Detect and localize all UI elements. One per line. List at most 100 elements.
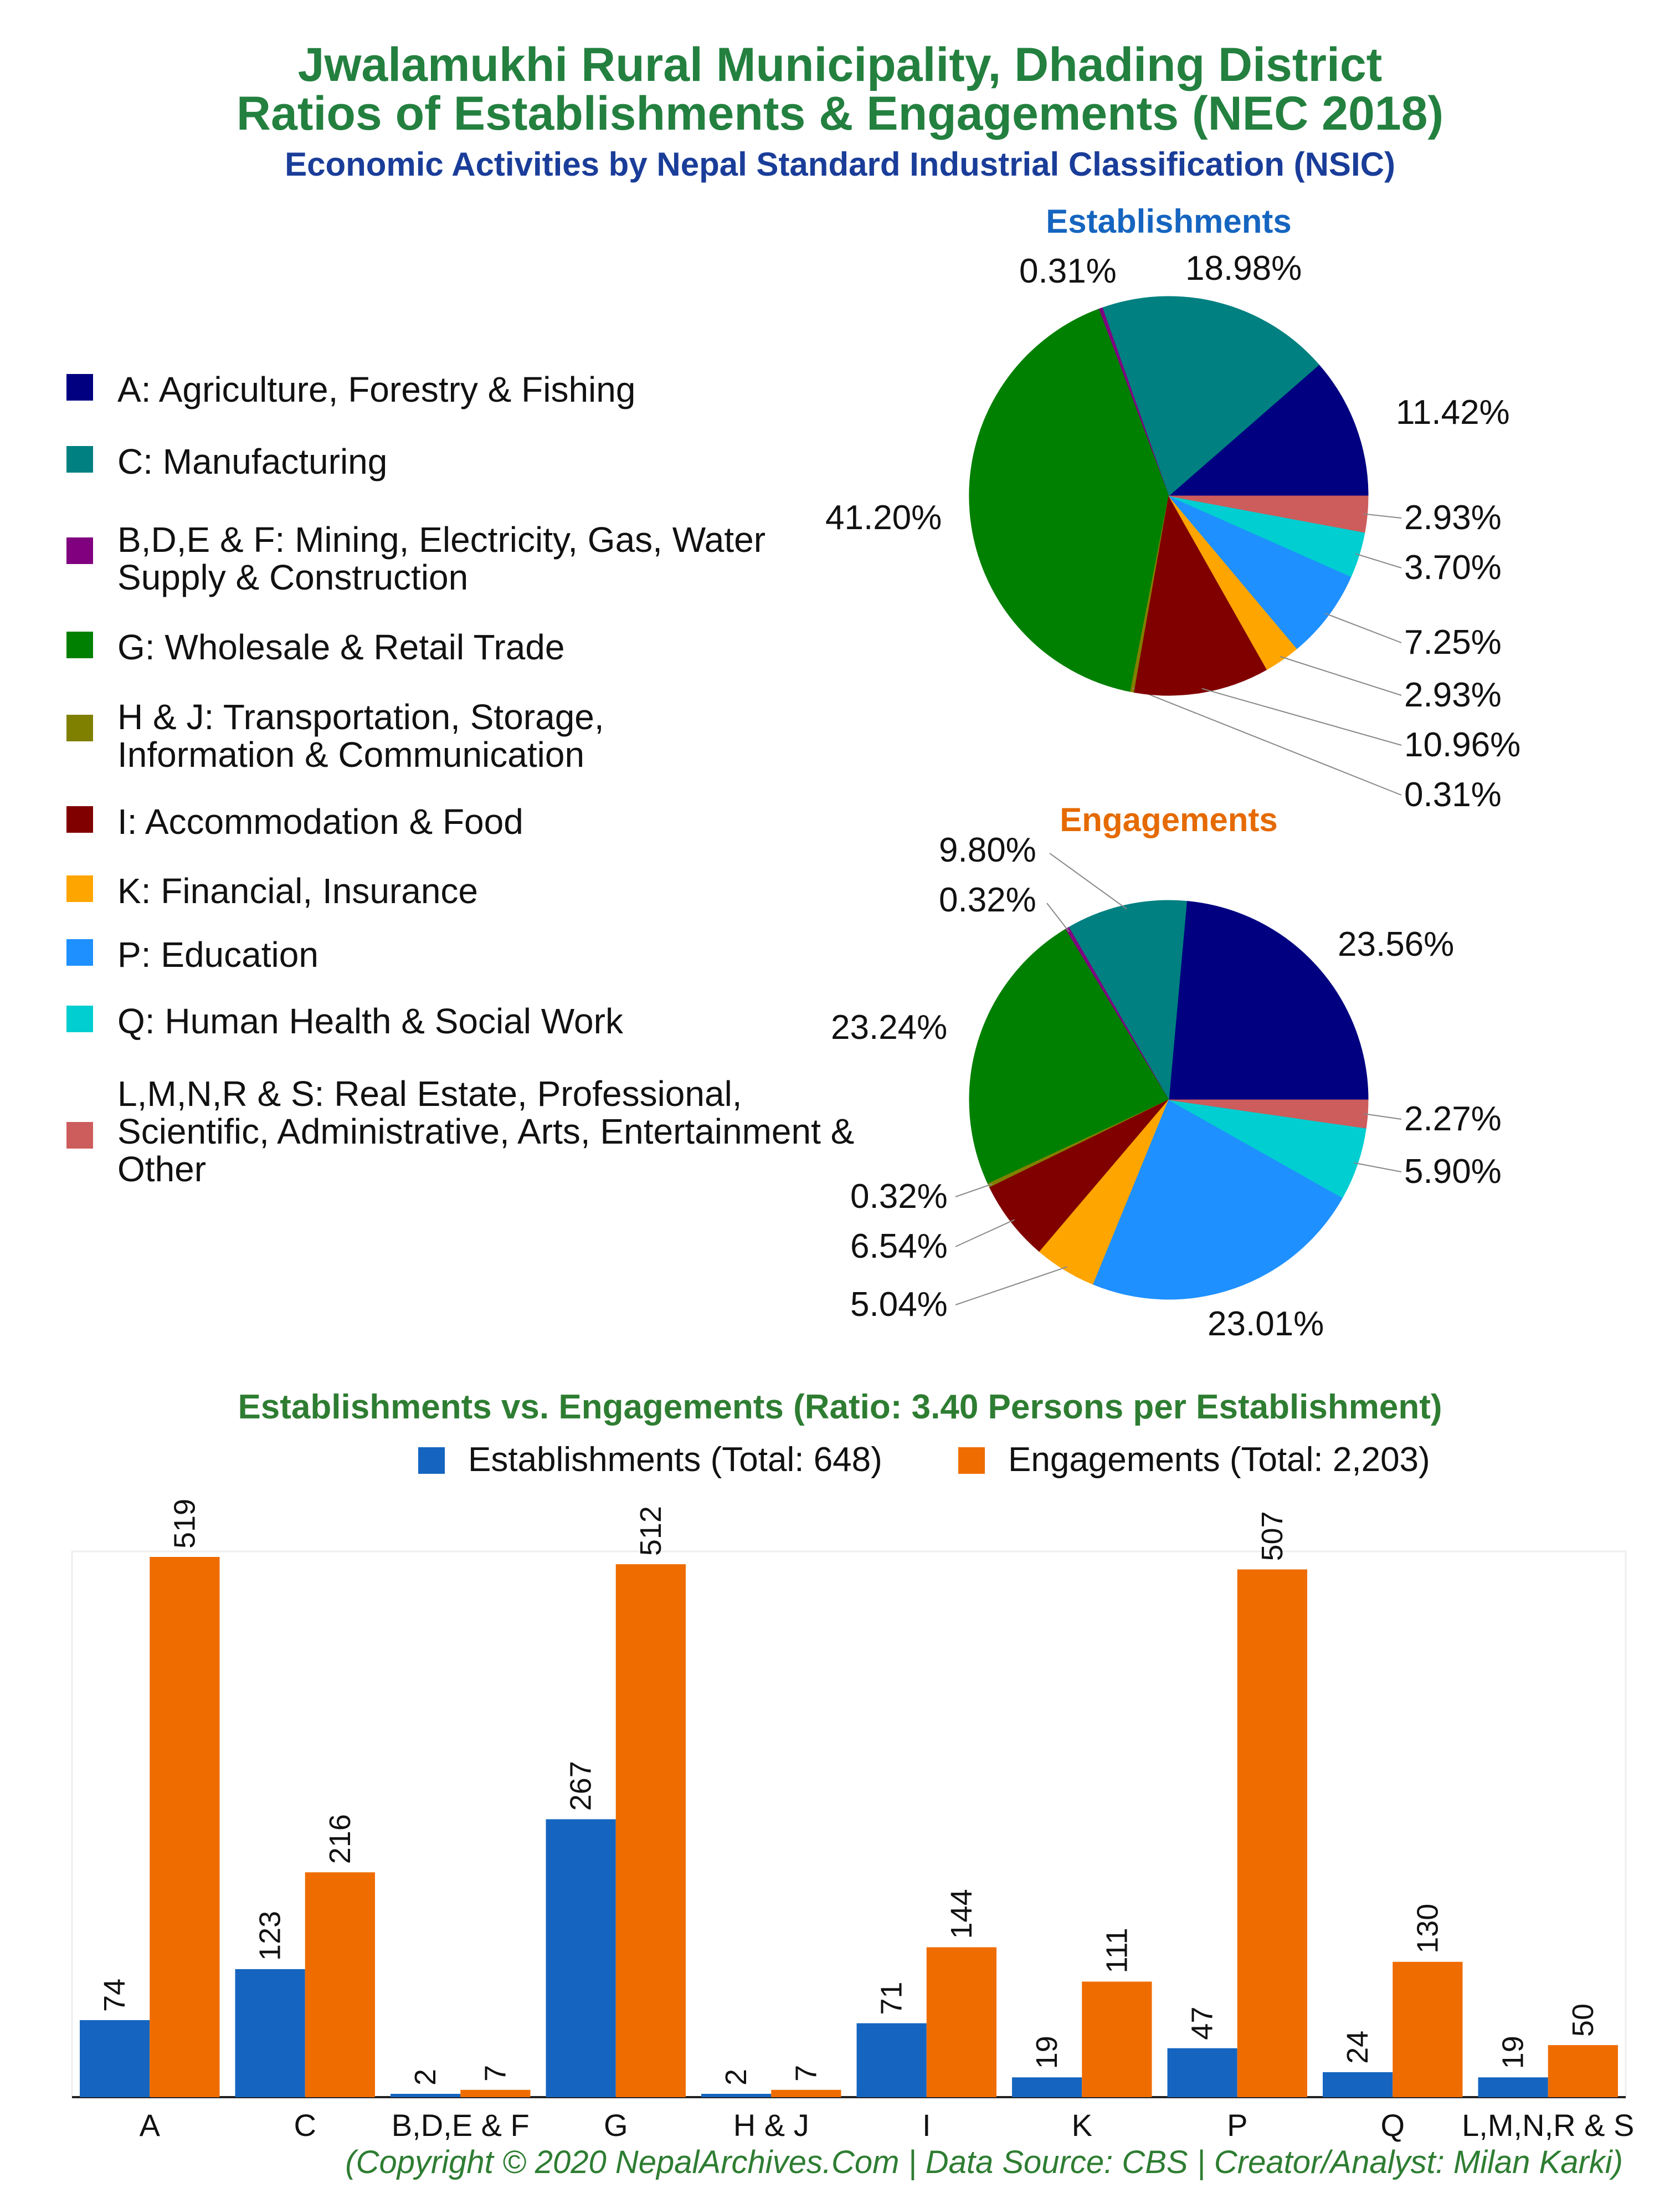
establishments-label-a: 11.42%	[1396, 393, 1510, 432]
bar-value-establishments-k: 19	[1030, 2036, 1064, 2069]
bar-establishments-i	[856, 2023, 927, 2097]
bar-value-establishments-g: 267	[564, 1761, 598, 1811]
legend-label-k: K: Financial, Insurance	[117, 871, 478, 911]
establishments-slice-i	[1134, 495, 1267, 696]
bar-establishments-b-d-e-f	[391, 2094, 461, 2097]
bar-establishments-q	[1323, 2072, 1393, 2097]
legend-swatch-k	[66, 875, 93, 902]
establishments-leader-l-m-n-r-s	[1363, 513, 1402, 519]
bar-establishments-p	[1167, 2048, 1237, 2097]
legend-label-bdef: B,D,E & F: Mining, Electricity, Gas, Wat…	[117, 520, 766, 597]
establishments-leader-h-j	[1133, 687, 1402, 796]
bar-engagements-l-m-n-r-s	[1548, 2045, 1618, 2097]
engagements-slice-i	[989, 1099, 1169, 1252]
bar-value-engagements-c: 216	[323, 1814, 357, 1864]
bar-value-engagements-h-j: 7	[789, 2065, 823, 2082]
bar-category-label-i: I	[922, 2108, 931, 2143]
bar-category-label-b-d-e-f: B,D,E & F	[392, 2108, 530, 2143]
establishments-slice-a	[1168, 364, 1369, 496]
bar-establishments-k	[1012, 2077, 1082, 2097]
bar-category-label-p: P	[1227, 2108, 1247, 2143]
bar-category-label-q: Q	[1380, 2108, 1405, 2143]
legend-swatch-c	[66, 446, 93, 473]
engagements-leader-q	[1353, 1162, 1402, 1172]
establishments-label-q: 3.70%	[1404, 549, 1502, 587]
bar-value-establishments-q: 24	[1341, 2031, 1374, 2064]
bar-chart: 74 519 A 123 216 C 2 7 B,D,E & F 267 512 G 2 7 H & J 71…	[71, 1499, 1634, 2143]
establishments-label-h-j: 0.31%	[1404, 776, 1502, 814]
engagements-label-a: 23.56%	[1338, 925, 1454, 964]
establishments-slice-c	[1102, 296, 1319, 496]
bar-value-engagements-g: 512	[634, 1506, 667, 1556]
establishments-leader-p	[1324, 613, 1402, 643]
engagements-label-g: 23.24%	[831, 1008, 947, 1047]
legend-label-a: A: Agriculture, Forestry & Fishing	[117, 370, 636, 409]
establishments-leader-k	[1280, 655, 1402, 696]
engagements-leader-h-j	[955, 1183, 993, 1197]
bar-value-engagements-k: 111	[1100, 1928, 1133, 1973]
bar-engagements-a	[150, 1557, 220, 2097]
legend-swatch-p	[66, 939, 93, 966]
bar-value-engagements-i: 144	[945, 1889, 978, 1939]
engagements-label-p: 23.01%	[1208, 1305, 1324, 1343]
engagements-leader-c	[1049, 853, 1127, 910]
bar-category-label-c: C	[294, 2108, 316, 2143]
bar-value-engagements-l-m-n-r-s: 50	[1566, 2004, 1600, 2037]
bar-value-establishments-l-m-n-r-s: 19	[1497, 2036, 1530, 2069]
chart-subtitle: Economic Activities by Nepal Standard In…	[285, 146, 1395, 183]
establishments-label-l-m-n-r-s: 2.93%	[1404, 499, 1502, 537]
bar-legend-swatch-establishments	[418, 1447, 445, 1474]
bar-category-label-g: G	[604, 2108, 628, 2143]
bar-value-engagements-a: 519	[168, 1499, 201, 1549]
legend-label-g: G: Wholesale & Retail Trade	[117, 627, 565, 667]
engagements-label-q: 5.90%	[1404, 1152, 1502, 1191]
bar-category-label-l-m-n-r-s: L,M,N,R & S	[1462, 2108, 1634, 2143]
bar-legend-label-engagements: Engagements (Total: 2,203)	[1008, 1441, 1430, 1479]
legend-swatch-bdef	[66, 537, 93, 564]
bar-value-establishments-h-j: 2	[720, 2069, 753, 2086]
bar-category-label-a: A	[140, 2108, 161, 2143]
establishments-label-p: 7.25%	[1404, 623, 1502, 662]
chart-title-line1: Jwalamukhi Rural Municipality, Dhading D…	[297, 38, 1383, 91]
bar-engagements-q	[1393, 1961, 1463, 2097]
bar-engagements-c	[305, 1872, 375, 2097]
establishments-leader-q	[1355, 553, 1402, 568]
engagements-slice-g	[969, 929, 1169, 1185]
legend-swatch-g	[66, 632, 93, 658]
chart-title-line2: Ratios of Establishments & Engagements (…	[236, 87, 1444, 140]
bar-chart-title: Establishments vs. Engagements (Ratio: 3…	[238, 1388, 1442, 1426]
engagements-label-l-m-n-r-s: 2.27%	[1404, 1100, 1502, 1138]
establishments-pie: Establishments 11.42% 18.98% 0.31% 41.20% 0.3…	[825, 203, 1520, 814]
bar-value-establishments-a: 74	[98, 1979, 131, 2012]
bar-value-establishments-i: 71	[875, 1982, 908, 2015]
engagements-leader-l-m-n-r-s	[1363, 1113, 1402, 1120]
establishments-label-k: 2.93%	[1404, 676, 1502, 714]
bar-value-engagements-p: 507	[1256, 1511, 1289, 1561]
bar-establishments-c	[235, 1969, 305, 2097]
legend-label-p: P: Education	[117, 935, 318, 975]
engagements-slice-q	[1168, 1099, 1366, 1198]
bar-establishments-l-m-n-r-s	[1478, 2077, 1548, 2097]
legend-swatch-hj	[66, 715, 93, 741]
bar-value-establishments-b-d-e-f: 2	[409, 2069, 442, 2086]
establishments-label-c: 18.98%	[1185, 249, 1302, 288]
footer-copyright: (Copyright © 2020 NepalArchives.Com | Da…	[345, 2144, 1623, 2180]
engagements-label-i: 6.54%	[850, 1227, 948, 1265]
bar-value-establishments-c: 123	[254, 1911, 287, 1961]
bar-engagements-h-j	[771, 2089, 841, 2097]
bar-engagements-b-d-e-f	[460, 2089, 531, 2097]
bar-category-label-k: K	[1072, 2108, 1092, 2143]
engagements-label-b-d-e-f: 0.32%	[939, 881, 1036, 919]
bar-legend-swatch-engagements	[958, 1447, 985, 1474]
engagements-pie-title: Engagements	[1060, 801, 1277, 838]
legend-swatch-i	[66, 806, 93, 833]
bar-value-establishments-p: 47	[1186, 2007, 1219, 2040]
establishments-label-g: 41.20%	[825, 499, 942, 537]
engagements-pie: Engagements 23.56% 9.80% 0.32% 23.24% 0.32% 6.…	[831, 801, 1502, 1343]
legend-swatch-a	[66, 374, 93, 401]
bar-establishments-h-j	[701, 2094, 772, 2097]
engagements-leader-k	[955, 1266, 1067, 1305]
bar-legend-label-establishments: Establishments (Total: 648)	[468, 1441, 882, 1479]
engagements-label-h-j: 0.32%	[850, 1177, 948, 1216]
engagements-leader-b-d-e-f	[1046, 903, 1070, 932]
